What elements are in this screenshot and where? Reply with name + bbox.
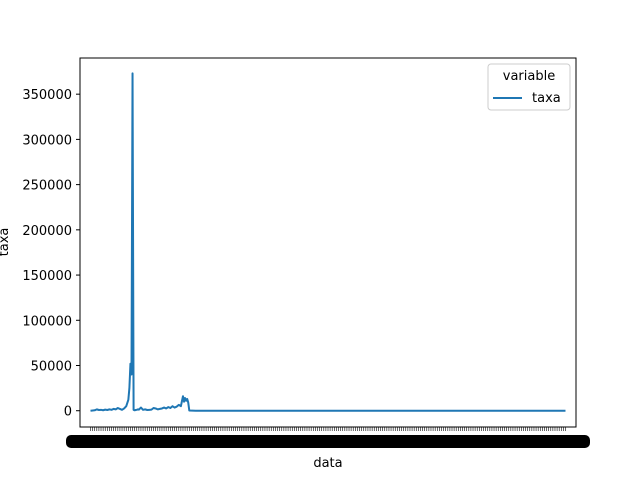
y-tick-label: 300000 — [22, 133, 72, 148]
y-tick-label: 100000 — [22, 314, 72, 329]
y-tick-label: 150000 — [22, 269, 72, 284]
x-axis-ticks — [66, 427, 590, 448]
plot-frame — [79, 57, 577, 428]
y-tick-label: 250000 — [22, 179, 72, 194]
series-line-taxa — [90, 72, 566, 412]
y-axis-label: taxa — [0, 228, 12, 257]
y-axis-ticks: 0 50000 100000 150000 200000 250000 300000 3500… — [22, 88, 80, 420]
legend-title: variable — [503, 69, 555, 84]
y-tick-label: 50000 — [31, 360, 72, 375]
series-layer — [90, 72, 566, 412]
y-tick-label: 200000 — [22, 224, 72, 239]
x-tick-labels-overlap — [66, 435, 590, 448]
x-axis-label: data — [313, 456, 342, 471]
y-tick-label: 350000 — [22, 88, 72, 103]
y-tick-label: 0 — [64, 405, 72, 420]
legend: variable taxa — [487, 63, 571, 111]
legend-entry-taxa: taxa — [532, 91, 561, 106]
